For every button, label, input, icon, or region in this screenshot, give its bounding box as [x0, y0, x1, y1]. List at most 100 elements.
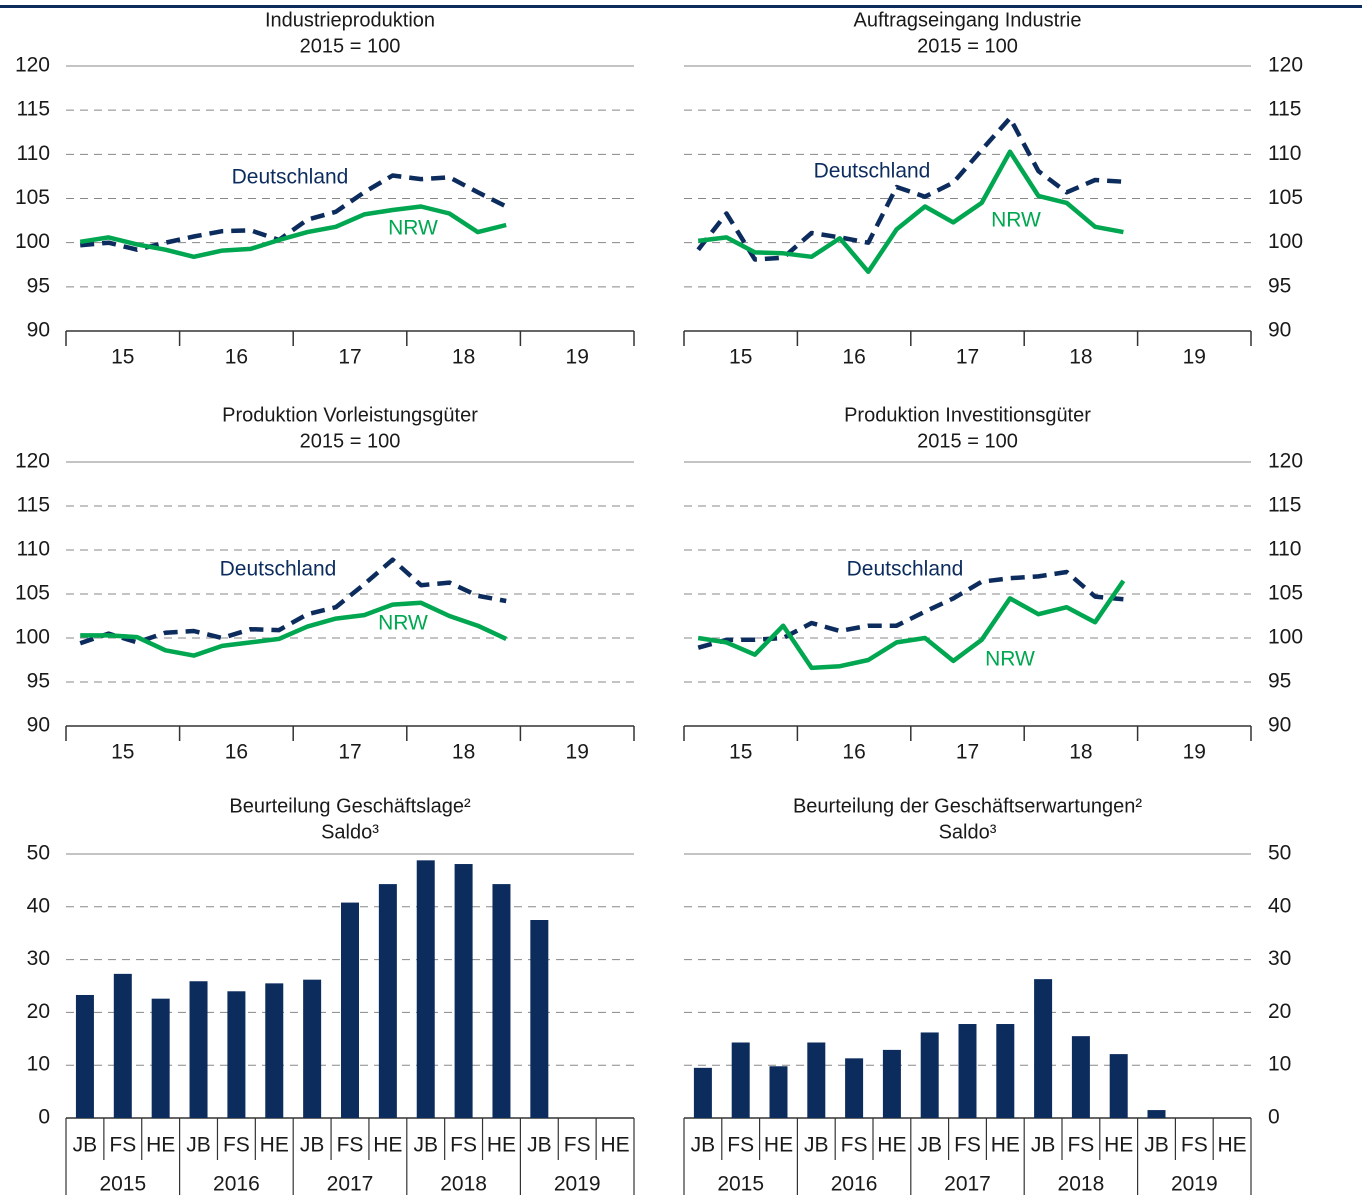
y-tick-label: 115 [1268, 494, 1301, 517]
y-tick-label: 120 [1268, 54, 1303, 77]
bar [769, 1066, 788, 1118]
x-tick-label: 15 [111, 741, 134, 764]
x-tick-label: HE [146, 1134, 175, 1157]
x-tick-label: HE [1218, 1134, 1247, 1157]
y-tick-label: 110 [17, 142, 50, 165]
y-tick-label: 115 [1268, 98, 1301, 121]
y-tick-label: 50 [1268, 842, 1291, 865]
y-tick-label: 100 [1268, 230, 1303, 253]
bar [1147, 1110, 1166, 1118]
y-tick-label: 105 [1268, 582, 1303, 605]
bar [693, 1067, 712, 1118]
x-tick-label: HE [260, 1134, 289, 1157]
series-label: Deutschland [220, 558, 337, 581]
y-tick-label: 100 [1268, 626, 1303, 649]
chart-subtitle: 2015 = 100 [917, 430, 1018, 452]
x-tick-label: JB [186, 1134, 211, 1157]
series-label: NRW [378, 612, 428, 635]
chart-title: Produktion Vorleistungsgüter [222, 404, 478, 426]
bar [265, 983, 284, 1118]
group-label: 2017 [944, 1173, 991, 1195]
y-tick-label: 120 [15, 54, 50, 77]
bar [492, 884, 511, 1118]
y-tick-label: 105 [1268, 186, 1303, 209]
group-label: 2019 [1171, 1173, 1218, 1195]
series-label: Deutschland [232, 166, 349, 189]
y-tick-label: 115 [17, 494, 50, 517]
bar [303, 979, 322, 1118]
group-label: 2015 [717, 1173, 764, 1195]
x-tick-label: FS [1067, 1134, 1094, 1157]
y-tick-label: 100 [15, 230, 50, 253]
y-tick-label: 40 [27, 894, 50, 917]
bar [530, 920, 549, 1118]
x-tick-label: JB [691, 1134, 716, 1157]
x-tick-label: FS [450, 1134, 477, 1157]
x-tick-label: JB [527, 1134, 552, 1157]
group-label: 2017 [327, 1173, 374, 1195]
chart-subtitle: 2015 = 100 [917, 35, 1018, 57]
y-tick-label: 90 [1268, 319, 1291, 342]
x-tick-label: JB [1031, 1134, 1056, 1157]
chart-title: Produktion Investitionsgüter [844, 404, 1091, 426]
chart-subtitle: Saldo³ [939, 821, 997, 843]
series-label: NRW [991, 209, 1041, 232]
bar [189, 981, 208, 1118]
bar [845, 1058, 864, 1118]
x-tick-label: HE [373, 1134, 402, 1157]
bar [731, 1042, 750, 1118]
series-line [79, 557, 507, 646]
y-tick-label: 95 [27, 274, 50, 297]
series-line [697, 579, 1126, 671]
x-tick-label: 16 [842, 741, 865, 764]
y-tick-label: 40 [1268, 894, 1291, 917]
series-label: NRW [388, 217, 438, 240]
y-tick-label: 100 [15, 626, 50, 649]
x-tick-label: JB [300, 1134, 325, 1157]
x-tick-label: 17 [338, 741, 361, 764]
y-tick-label: 115 [17, 98, 50, 121]
x-tick-label: FS [1181, 1134, 1208, 1157]
y-tick-label: 0 [1268, 1106, 1280, 1129]
bar [378, 884, 397, 1118]
y-tick-label: 90 [27, 319, 50, 342]
x-tick-label: 18 [452, 346, 475, 369]
series-label: Deutschland [814, 160, 931, 183]
x-tick-label: HE [1104, 1134, 1133, 1157]
x-tick-label: FS [223, 1134, 250, 1157]
bar [227, 991, 246, 1118]
x-tick-label: 18 [1069, 346, 1092, 369]
x-tick-label: 19 [1183, 346, 1206, 369]
y-tick-label: 120 [15, 450, 50, 473]
chart-subtitle: 2015 = 100 [300, 430, 401, 452]
x-tick-label: HE [991, 1134, 1020, 1157]
y-tick-label: 50 [27, 842, 50, 865]
y-tick-label: 90 [27, 714, 50, 737]
group-label: 2019 [554, 1173, 601, 1195]
x-tick-label: FS [841, 1134, 868, 1157]
y-tick-label: 30 [1268, 947, 1291, 970]
bar [920, 1032, 939, 1118]
y-tick-label: 20 [27, 1000, 50, 1023]
group-label: 2018 [440, 1173, 487, 1195]
chart-title: Industrieproduktion [265, 9, 435, 31]
bar [454, 864, 473, 1118]
bar [75, 994, 94, 1118]
group-label: 2015 [99, 1173, 146, 1195]
chart-title: Beurteilung der Geschäftserwartungen² [793, 795, 1142, 817]
x-tick-label: FS [337, 1134, 364, 1157]
y-tick-label: 95 [1268, 670, 1291, 693]
x-tick-label: FS [954, 1134, 981, 1157]
x-tick-label: JB [413, 1134, 438, 1157]
y-tick-label: 0 [38, 1106, 50, 1129]
x-tick-label: JB [1144, 1134, 1169, 1157]
y-tick-label: 110 [1268, 142, 1301, 165]
y-tick-label: 105 [15, 186, 50, 209]
x-tick-label: 17 [956, 741, 979, 764]
x-tick-label: 16 [842, 346, 865, 369]
bar [151, 998, 170, 1118]
x-tick-label: 19 [1183, 741, 1206, 764]
bar [1071, 1036, 1090, 1118]
bar [882, 1049, 901, 1118]
x-tick-label: 17 [338, 346, 361, 369]
